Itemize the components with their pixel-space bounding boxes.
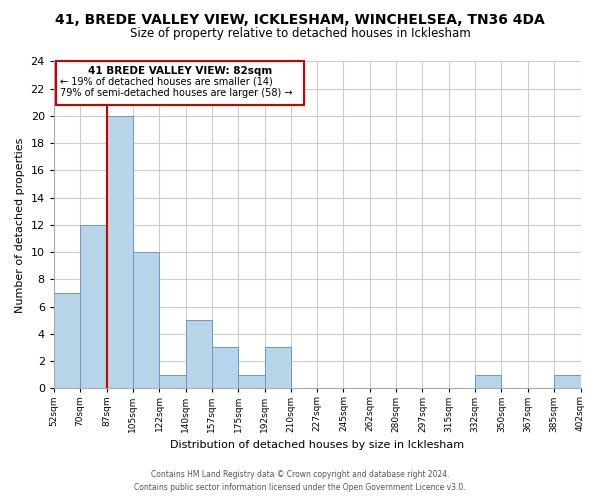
Bar <box>185 320 212 388</box>
Bar <box>554 374 581 388</box>
Bar <box>107 116 133 388</box>
Bar <box>265 348 291 389</box>
Bar <box>238 374 265 388</box>
Bar <box>475 374 502 388</box>
Text: 41 BREDE VALLEY VIEW: 82sqm: 41 BREDE VALLEY VIEW: 82sqm <box>88 66 272 76</box>
Text: ← 19% of detached houses are smaller (14): ← 19% of detached houses are smaller (14… <box>60 76 272 86</box>
Text: 41, BREDE VALLEY VIEW, ICKLESHAM, WINCHELSEA, TN36 4DA: 41, BREDE VALLEY VIEW, ICKLESHAM, WINCHE… <box>55 12 545 26</box>
FancyBboxPatch shape <box>56 62 304 105</box>
Text: Contains HM Land Registry data © Crown copyright and database right 2024.
Contai: Contains HM Land Registry data © Crown c… <box>134 470 466 492</box>
Bar <box>159 374 185 388</box>
Y-axis label: Number of detached properties: Number of detached properties <box>15 137 25 312</box>
Bar <box>80 225 107 388</box>
X-axis label: Distribution of detached houses by size in Icklesham: Distribution of detached houses by size … <box>170 440 464 450</box>
Bar <box>212 348 238 389</box>
Bar <box>54 293 80 388</box>
Text: 79% of semi-detached houses are larger (58) →: 79% of semi-detached houses are larger (… <box>60 88 292 98</box>
Text: Size of property relative to detached houses in Icklesham: Size of property relative to detached ho… <box>130 28 470 40</box>
Bar <box>133 252 159 388</box>
